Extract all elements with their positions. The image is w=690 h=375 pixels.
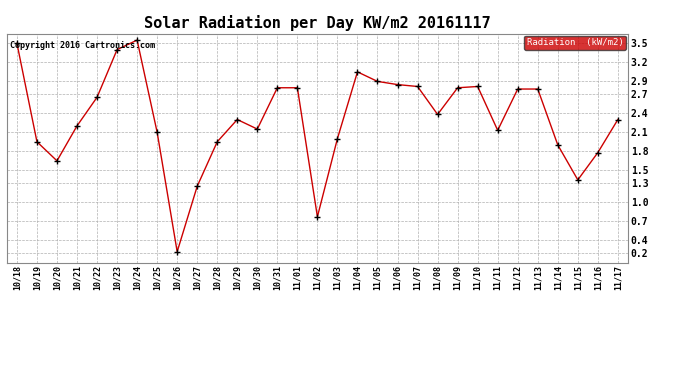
- Text: Copyright 2016 Cartronics.com: Copyright 2016 Cartronics.com: [10, 40, 155, 50]
- Title: Solar Radiation per Day KW/m2 20161117: Solar Radiation per Day KW/m2 20161117: [144, 15, 491, 31]
- Legend: Radiation  (kW/m2): Radiation (kW/m2): [524, 36, 626, 50]
